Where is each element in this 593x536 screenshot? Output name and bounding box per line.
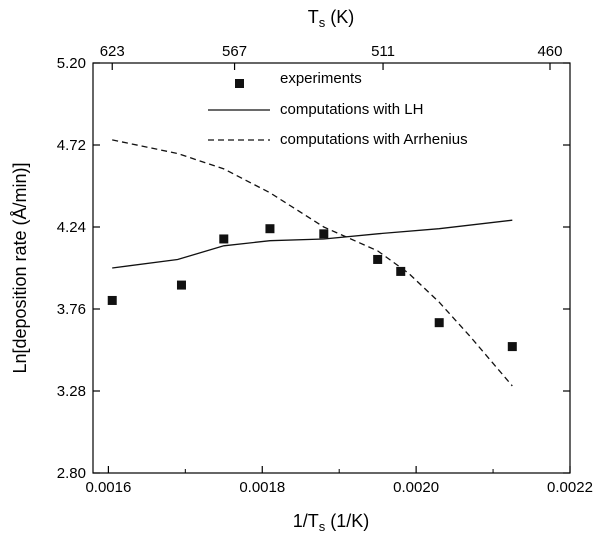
y-tick-label: 2.80 (57, 465, 86, 482)
legend-marker-experiments (235, 79, 244, 88)
plot-frame (92, 62, 571, 474)
experiment-point (219, 234, 229, 244)
y-tick-label: 4.24 (57, 219, 86, 236)
y-tick-label: 4.72 (57, 137, 86, 154)
legend: experiments computations with LH computa… (208, 70, 468, 148)
experiment-point (107, 295, 117, 305)
legend-label-arrhenius: computations with Arrhenius (280, 131, 468, 148)
arrhenius-line (112, 139, 513, 387)
tick-labels: 0.0016 0.0018 0.0020 0.0022 2.80 3.28 3.76 4.24… (57, 43, 593, 496)
series-layer (107, 139, 517, 387)
top-tick-label: 623 (100, 43, 125, 60)
experiment-point (265, 224, 275, 234)
experiment-point (396, 266, 406, 276)
y-tick-label: 3.28 (57, 383, 86, 400)
y-tick-label: 5.20 (57, 55, 86, 72)
y-axis-title: Ln[deposition rate (Å/min)] (10, 162, 30, 373)
top-axis-title: Ts (K) (308, 7, 355, 30)
experiment-point (176, 280, 186, 290)
experiment-point (373, 254, 383, 264)
x-axis-title: 1/Ts (1/K) (293, 511, 370, 534)
top-tick-label: 460 (537, 43, 562, 60)
x-tick-label: 0.0016 (85, 479, 131, 496)
legend-label-lh: computations with LH (280, 101, 423, 118)
experiment-point (507, 342, 517, 352)
experiment-point (434, 318, 444, 328)
top-tick-label: 567 (222, 43, 247, 60)
y-tick-label: 3.76 (57, 301, 86, 318)
lh-line (112, 219, 513, 269)
x-tick-label: 0.0018 (239, 479, 285, 496)
x-tick-label: 0.0022 (547, 479, 593, 496)
experiment-point (319, 229, 329, 239)
ticks (93, 62, 571, 474)
top-tick-label: 511 (371, 43, 395, 60)
legend-label-experiments: experiments (280, 70, 362, 87)
x-tick-label: 0.0020 (393, 479, 439, 496)
